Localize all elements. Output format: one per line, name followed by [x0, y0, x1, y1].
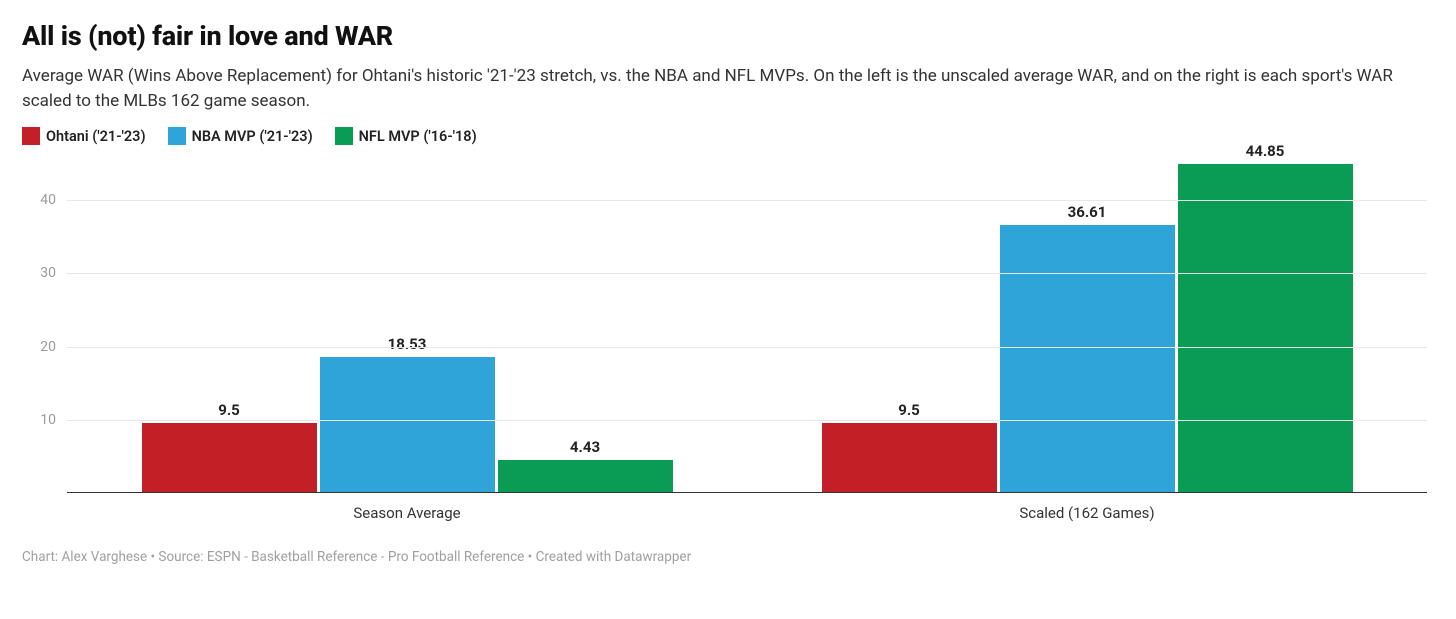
- legend-label-ohtani: Ohtani ('21-'23): [46, 128, 146, 145]
- y-tick-label: 30: [40, 265, 56, 281]
- legend-swatch-nfl: [335, 127, 353, 145]
- gridline: [67, 347, 1427, 348]
- bar-wrap-nba: 36.61: [1000, 163, 1175, 492]
- bar-value-label: 44.85: [1246, 142, 1285, 160]
- plot-area: 9.518.534.439.536.6144.85: [67, 163, 1427, 493]
- legend-label-nfl: NFL MVP ('16-'18): [359, 128, 477, 145]
- legend-swatch-ohtani: [22, 127, 40, 145]
- chart-title: All is (not) fair in love and WAR: [22, 20, 1434, 52]
- bar-nba: 18.53: [320, 357, 495, 492]
- gridline: [67, 273, 1427, 274]
- bar-nfl: 44.85: [1178, 164, 1353, 492]
- bar-wrap-ohtani: 9.5: [822, 163, 997, 492]
- bar-nfl: 4.43: [498, 460, 673, 492]
- y-tick-label: 10: [40, 412, 56, 428]
- chart-subtitle: Average WAR (Wins Above Replacement) for…: [22, 64, 1432, 113]
- bar-ohtani: 9.5: [142, 423, 317, 492]
- x-category-label: Scaled (162 Games): [747, 498, 1427, 522]
- bar-wrap-nba: 18.53: [320, 163, 495, 492]
- bar-value-label: 9.5: [218, 401, 240, 419]
- bar-value-label: 18.53: [388, 335, 427, 353]
- gridline: [67, 200, 1427, 201]
- bar-nba: 36.61: [1000, 225, 1175, 493]
- chart-footer: Chart: Alex Varghese • Source: ESPN - Ba…: [22, 549, 1434, 565]
- bar-ohtani: 9.5: [822, 423, 997, 492]
- bar-group: 9.536.6144.85: [747, 163, 1427, 492]
- bar-group: 9.518.534.43: [67, 163, 747, 492]
- legend-item-ohtani: Ohtani ('21-'23): [22, 127, 146, 145]
- x-axis: Season AverageScaled (162 Games): [67, 498, 1427, 522]
- bar-value-label: 4.43: [570, 438, 600, 456]
- y-tick-label: 20: [40, 339, 56, 355]
- bar-wrap-nfl: 44.85: [1178, 163, 1353, 492]
- legend-item-nfl: NFL MVP ('16-'18): [335, 127, 477, 145]
- legend-swatch-nba: [168, 127, 186, 145]
- legend-label-nba: NBA MVP ('21-'23): [192, 128, 313, 145]
- gridline: [67, 420, 1427, 421]
- x-category-label: Season Average: [67, 498, 747, 522]
- y-tick-label: 40: [40, 192, 56, 208]
- y-axis: 10 20 30 40: [22, 163, 62, 493]
- chart: 10203040 9.518.534.439.536.6144.85 Seaso…: [22, 163, 1432, 533]
- bar-value-label: 36.61: [1068, 203, 1107, 221]
- legend: Ohtani ('21-'23) NBA MVP ('21-'23) NFL MVP…: [22, 127, 1434, 145]
- bar-wrap-nfl: 4.43: [498, 163, 673, 492]
- legend-item-nba: NBA MVP ('21-'23): [168, 127, 313, 145]
- bar-value-label: 9.5: [898, 401, 920, 419]
- bar-wrap-ohtani: 9.5: [142, 163, 317, 492]
